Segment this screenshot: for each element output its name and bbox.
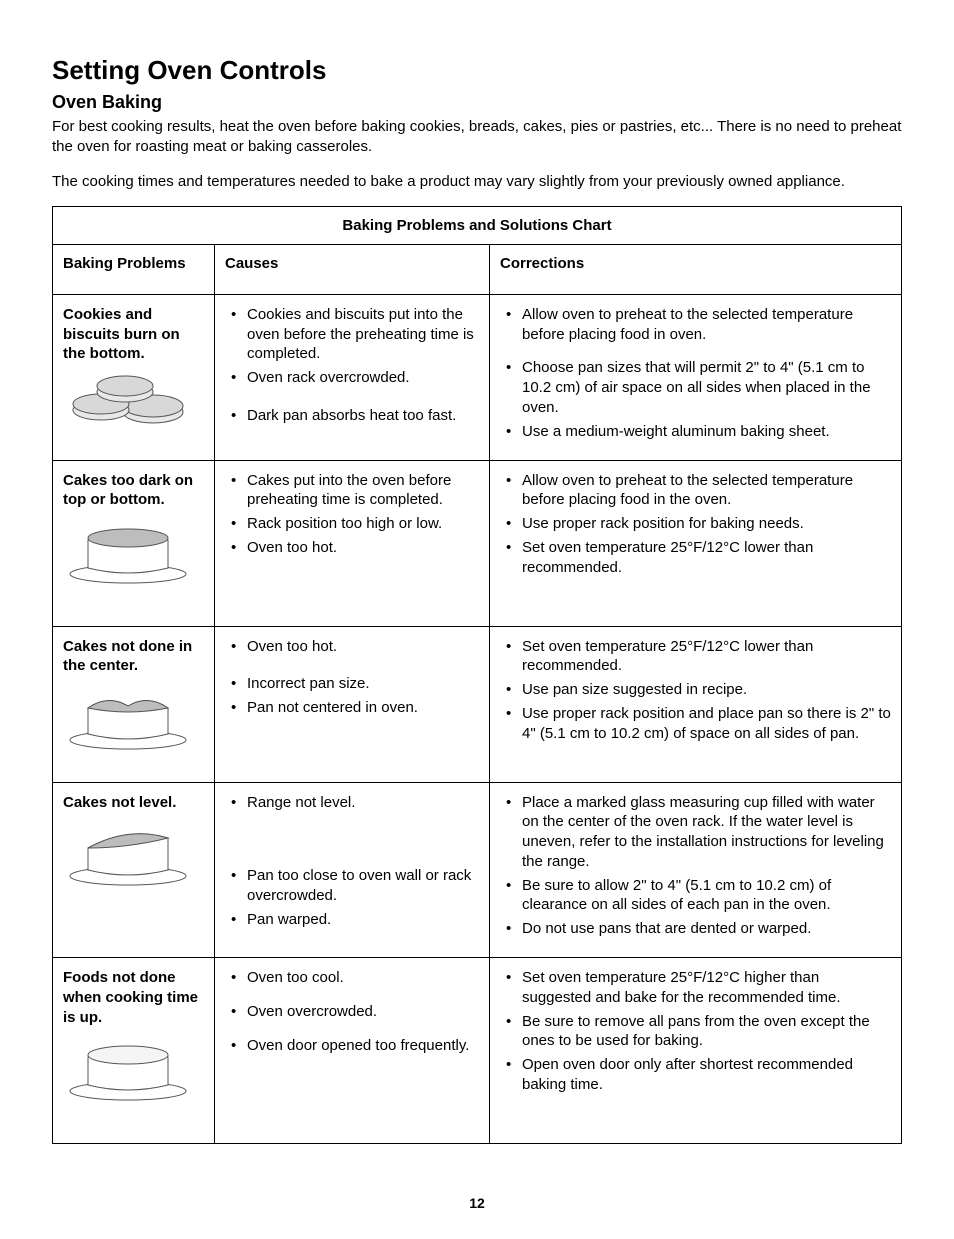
- cookies-icon: [63, 370, 193, 430]
- corrections-cell: Place a marked glass measuring cup fille…: [490, 782, 902, 958]
- problem-label: Cakes too dark on top or bottom.: [63, 471, 204, 511]
- corrections-cell: Set oven temperature 25°F/12°C lower tha…: [490, 626, 902, 782]
- problem-label: Cakes not level.: [63, 793, 204, 813]
- list-item: Allow oven to preheat to the selected te…: [500, 471, 891, 511]
- cake-icon: [63, 682, 193, 752]
- causes-list: Range not level. Pan too close to oven wa…: [225, 793, 479, 930]
- corrections-list: Set oven temperature 25°F/12°C lower tha…: [500, 637, 891, 744]
- list-item: Pan warped.: [225, 910, 479, 930]
- table-row: Cookies and biscuits burn on the bottom.…: [53, 294, 902, 460]
- list-item: Oven door opened too frequently.: [225, 1036, 479, 1056]
- header-row: Baking Problems Causes Corrections: [53, 244, 902, 294]
- list-item: Pan too close to oven wall or rack overc…: [225, 866, 479, 906]
- section-subtitle: Oven Baking: [52, 92, 902, 113]
- problem-label: Cakes not done in the center.: [63, 637, 204, 677]
- list-item: Be sure to allow 2" to 4" (5.1 cm to 10.…: [500, 876, 891, 916]
- corrections-list: Allow oven to preheat to the selected te…: [500, 471, 891, 578]
- chart-title-row: Baking Problems and Solutions Chart: [53, 206, 902, 244]
- list-item: Use a medium-weight aluminum baking shee…: [500, 422, 891, 442]
- list-item: Cakes put into the oven before preheatin…: [225, 471, 479, 511]
- list-item: Oven too cool.: [225, 968, 479, 988]
- list-item: Dark pan absorbs heat too fast.: [225, 406, 479, 426]
- problem-label: Cookies and biscuits burn on the bottom.: [63, 305, 204, 364]
- corrections-list: Allow oven to preheat to the selected te…: [500, 305, 891, 442]
- causes-list: Oven too hot. Incorrect pan size. Pan not …: [225, 637, 479, 718]
- cake-icon: [63, 818, 193, 888]
- cake-notdone-icon: [63, 1033, 204, 1103]
- causes-cell: Cookies and biscuits put into the oven b…: [215, 294, 490, 460]
- list-item: Choose pan sizes that will permit 2" to …: [500, 358, 891, 417]
- list-item: Oven too hot.: [225, 538, 479, 558]
- list-item: Set oven temperature 25°F/12°C higher th…: [500, 968, 891, 1008]
- cake-dark-icon: [63, 516, 204, 586]
- causes-list: Cookies and biscuits put into the oven b…: [225, 305, 479, 426]
- table-row: Cakes too dark on top or bottom. Cakes p…: [53, 460, 902, 626]
- list-item: Use proper rack position and place pan s…: [500, 704, 891, 744]
- cake-icon: [63, 1033, 193, 1103]
- page-title: Setting Oven Controls: [52, 55, 902, 86]
- cake-icon: [63, 516, 193, 586]
- list-item: Set oven temperature 25°F/12°C lower tha…: [500, 538, 891, 578]
- list-item: Oven rack overcrowded.: [225, 368, 479, 388]
- list-item: Allow oven to preheat to the selected te…: [500, 305, 891, 345]
- causes-cell: Oven too hot. Incorrect pan size. Pan not …: [215, 626, 490, 782]
- problem-cell: Cakes not done in the center.: [53, 626, 215, 782]
- intro-paragraph-1: For best cooking results, heat the oven …: [52, 117, 902, 158]
- list-item: Rack position too high or low.: [225, 514, 479, 534]
- header-corrections: Corrections: [490, 244, 902, 294]
- list-item: Set oven temperature 25°F/12°C lower tha…: [500, 637, 891, 677]
- table-row: Cakes not done in the center. Oven too h…: [53, 626, 902, 782]
- problem-cell: Cakes too dark on top or bottom.: [53, 460, 215, 626]
- list-item: Do not use pans that are dented or warpe…: [500, 919, 891, 939]
- list-item: Pan not centered in oven.: [225, 698, 479, 718]
- corrections-cell: Allow oven to preheat to the selected te…: [490, 294, 902, 460]
- cake-unlevel-icon: [63, 818, 204, 888]
- list-item: Cookies and biscuits put into the oven b…: [225, 305, 479, 364]
- causes-list: Cakes put into the oven before preheatin…: [225, 471, 479, 558]
- intro-paragraph-2: The cooking times and temperatures neede…: [52, 172, 902, 192]
- problems-table: Baking Problems and Solutions Chart Baki…: [52, 206, 902, 1144]
- intro-block: For best cooking results, heat the oven …: [52, 117, 902, 192]
- chart-title-cell: Baking Problems and Solutions Chart: [53, 206, 902, 244]
- causes-cell: Range not level. Pan too close to oven wa…: [215, 782, 490, 958]
- cake-center-icon: [63, 682, 204, 752]
- list-item: Incorrect pan size.: [225, 674, 479, 694]
- list-item: Oven overcrowded.: [225, 1002, 479, 1022]
- header-causes: Causes: [215, 244, 490, 294]
- problem-cell: Cakes not level.: [53, 782, 215, 958]
- list-item: Be sure to remove all pans from the oven…: [500, 1012, 891, 1052]
- list-item: Open oven door only after shortest recom…: [500, 1055, 891, 1095]
- list-item: Oven too hot.: [225, 637, 479, 657]
- header-problems: Baking Problems: [53, 244, 215, 294]
- problem-label: Foods not done when cooking time is up.: [63, 968, 204, 1027]
- list-item: Use proper rack position for baking need…: [500, 514, 891, 534]
- corrections-list: Place a marked glass measuring cup fille…: [500, 793, 891, 940]
- table-row: Foods not done when cooking time is up. …: [53, 958, 902, 1144]
- problem-cell: Foods not done when cooking time is up.: [53, 958, 215, 1144]
- page-number: 12: [0, 1195, 954, 1211]
- corrections-list: Set oven temperature 25°F/12°C higher th…: [500, 968, 891, 1095]
- causes-list: Oven too cool. Oven overcrowded. Oven door…: [225, 968, 479, 1055]
- table-row: Cakes not level. Range not level. Pan too…: [53, 782, 902, 958]
- corrections-cell: Allow oven to preheat to the selected te…: [490, 460, 902, 626]
- list-item: Place a marked glass measuring cup fille…: [500, 793, 891, 872]
- cookies-icon: [63, 370, 204, 430]
- corrections-cell: Set oven temperature 25°F/12°C higher th…: [490, 958, 902, 1144]
- causes-cell: Cakes put into the oven before preheatin…: [215, 460, 490, 626]
- problem-cell: Cookies and biscuits burn on the bottom.: [53, 294, 215, 460]
- causes-cell: Oven too cool. Oven overcrowded. Oven door…: [215, 958, 490, 1144]
- list-item: Range not level.: [225, 793, 479, 813]
- list-item: Use pan size suggested in recipe.: [500, 680, 891, 700]
